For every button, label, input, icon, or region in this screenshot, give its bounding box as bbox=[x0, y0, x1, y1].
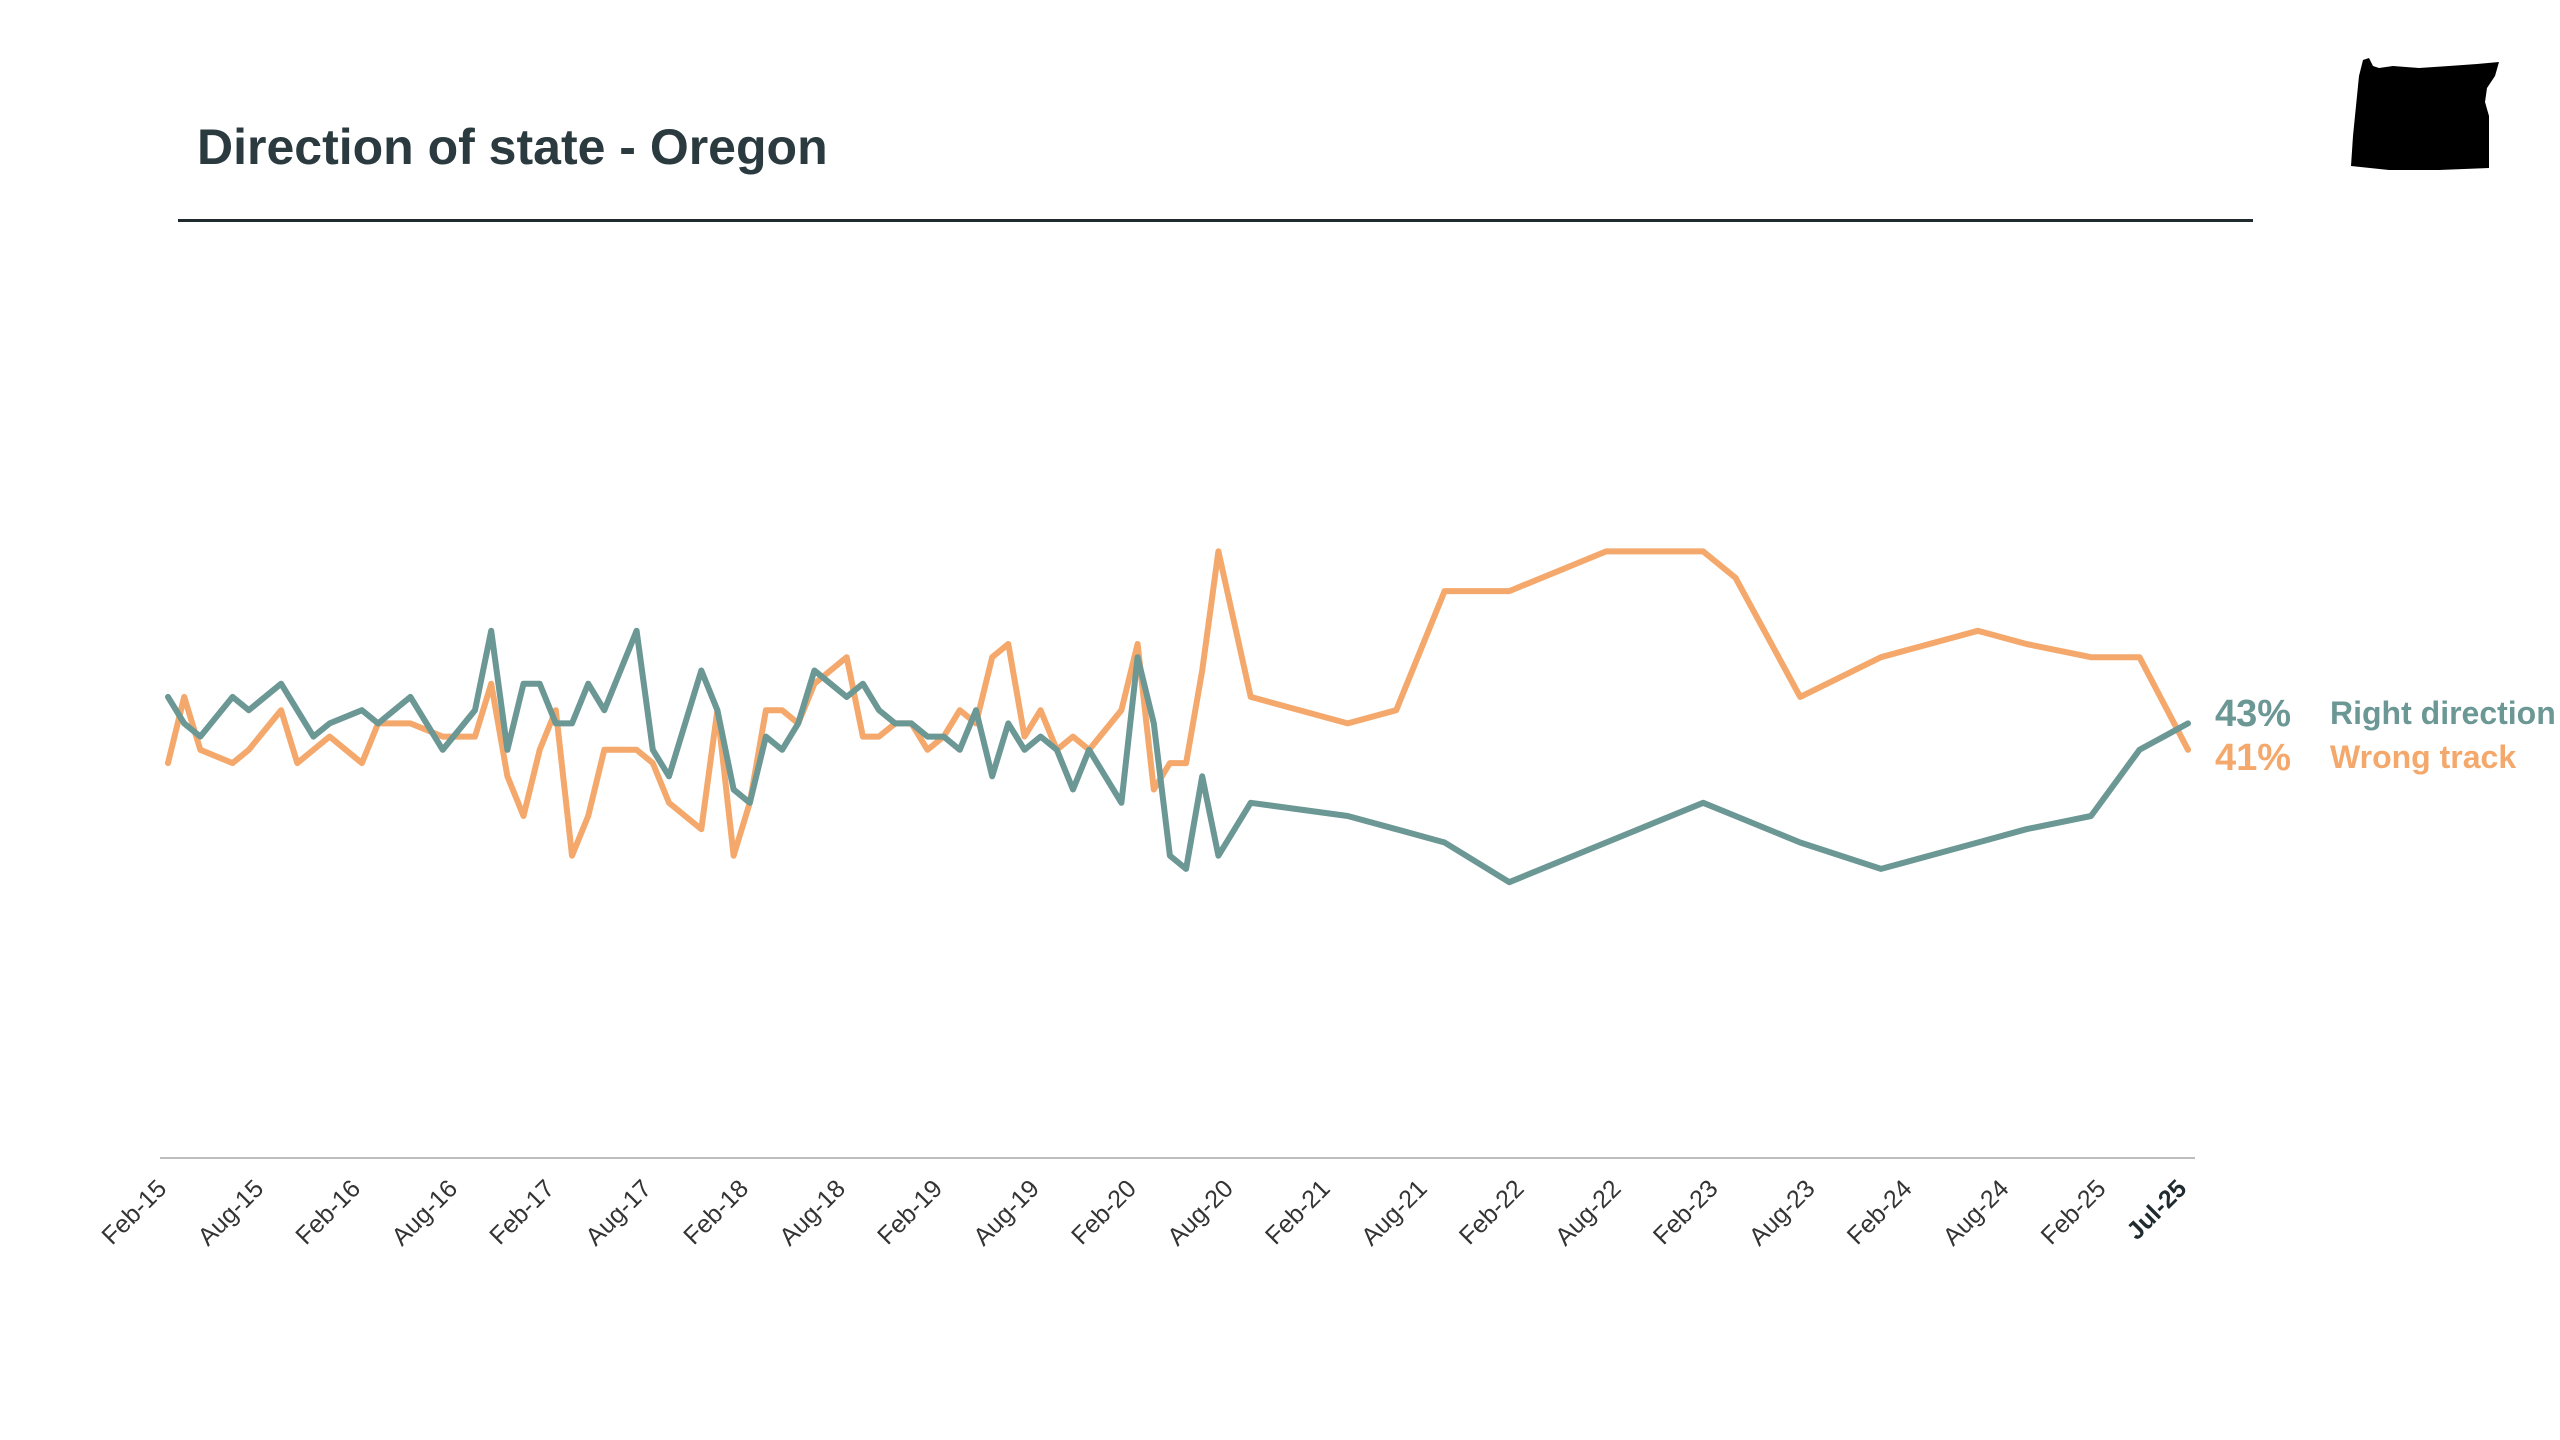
chart-title: Direction of state - Oregon bbox=[197, 119, 828, 175]
x-tick-label: Feb-25 bbox=[2036, 1174, 2112, 1250]
series-layer bbox=[165, 548, 2191, 886]
x-tick-label: Feb-23 bbox=[1648, 1174, 1724, 1250]
x-tick-label: Feb-15 bbox=[96, 1174, 172, 1250]
x-tick-label: Aug-24 bbox=[1938, 1174, 2015, 1251]
series-end-labels: 43% Right direction 41% Wrong track bbox=[2215, 693, 2556, 779]
series-line-right-direction bbox=[165, 627, 2191, 886]
oregon-state-icon bbox=[2351, 58, 2499, 170]
x-tick-labels: Feb-15 Aug-15 Feb-16 Aug-16 Feb-17 Aug-17 Feb-… bbox=[96, 1174, 2192, 1251]
x-tick-label: Feb-16 bbox=[290, 1174, 366, 1250]
x-tick-label: Aug-18 bbox=[774, 1174, 851, 1251]
end-value-right-direction: 43% bbox=[2215, 693, 2291, 735]
x-tick-label: Aug-17 bbox=[580, 1174, 657, 1251]
title-divider bbox=[178, 219, 2253, 222]
x-tick-label: Feb-24 bbox=[1842, 1174, 1918, 1250]
series-line-wrong-track bbox=[165, 548, 2191, 859]
x-tick-label: Jul-25 bbox=[2121, 1174, 2192, 1245]
end-value-wrong-track: 41% bbox=[2215, 737, 2291, 779]
x-tick-label: Aug-22 bbox=[1550, 1174, 1627, 1251]
x-tick-label: Aug-23 bbox=[1744, 1174, 1821, 1251]
x-tick-label: Feb-17 bbox=[484, 1174, 560, 1250]
x-tick-label: Feb-22 bbox=[1454, 1174, 1530, 1250]
x-tick-label: Aug-20 bbox=[1162, 1174, 1239, 1251]
x-tick-label: Aug-15 bbox=[192, 1174, 269, 1251]
x-tick-label: Feb-18 bbox=[678, 1174, 754, 1250]
x-tick-label: Aug-21 bbox=[1356, 1174, 1433, 1251]
x-tick-label: Feb-21 bbox=[1260, 1174, 1336, 1250]
x-tick-label: Aug-16 bbox=[386, 1174, 463, 1251]
x-tick-label: Feb-19 bbox=[872, 1174, 948, 1250]
legend-label-wrong-track: Wrong track bbox=[2330, 739, 2516, 775]
x-tick-label: Aug-19 bbox=[968, 1174, 1045, 1251]
legend-label-right-direction: Right direction bbox=[2330, 695, 2556, 731]
x-tick-label: Feb-20 bbox=[1066, 1174, 1142, 1250]
